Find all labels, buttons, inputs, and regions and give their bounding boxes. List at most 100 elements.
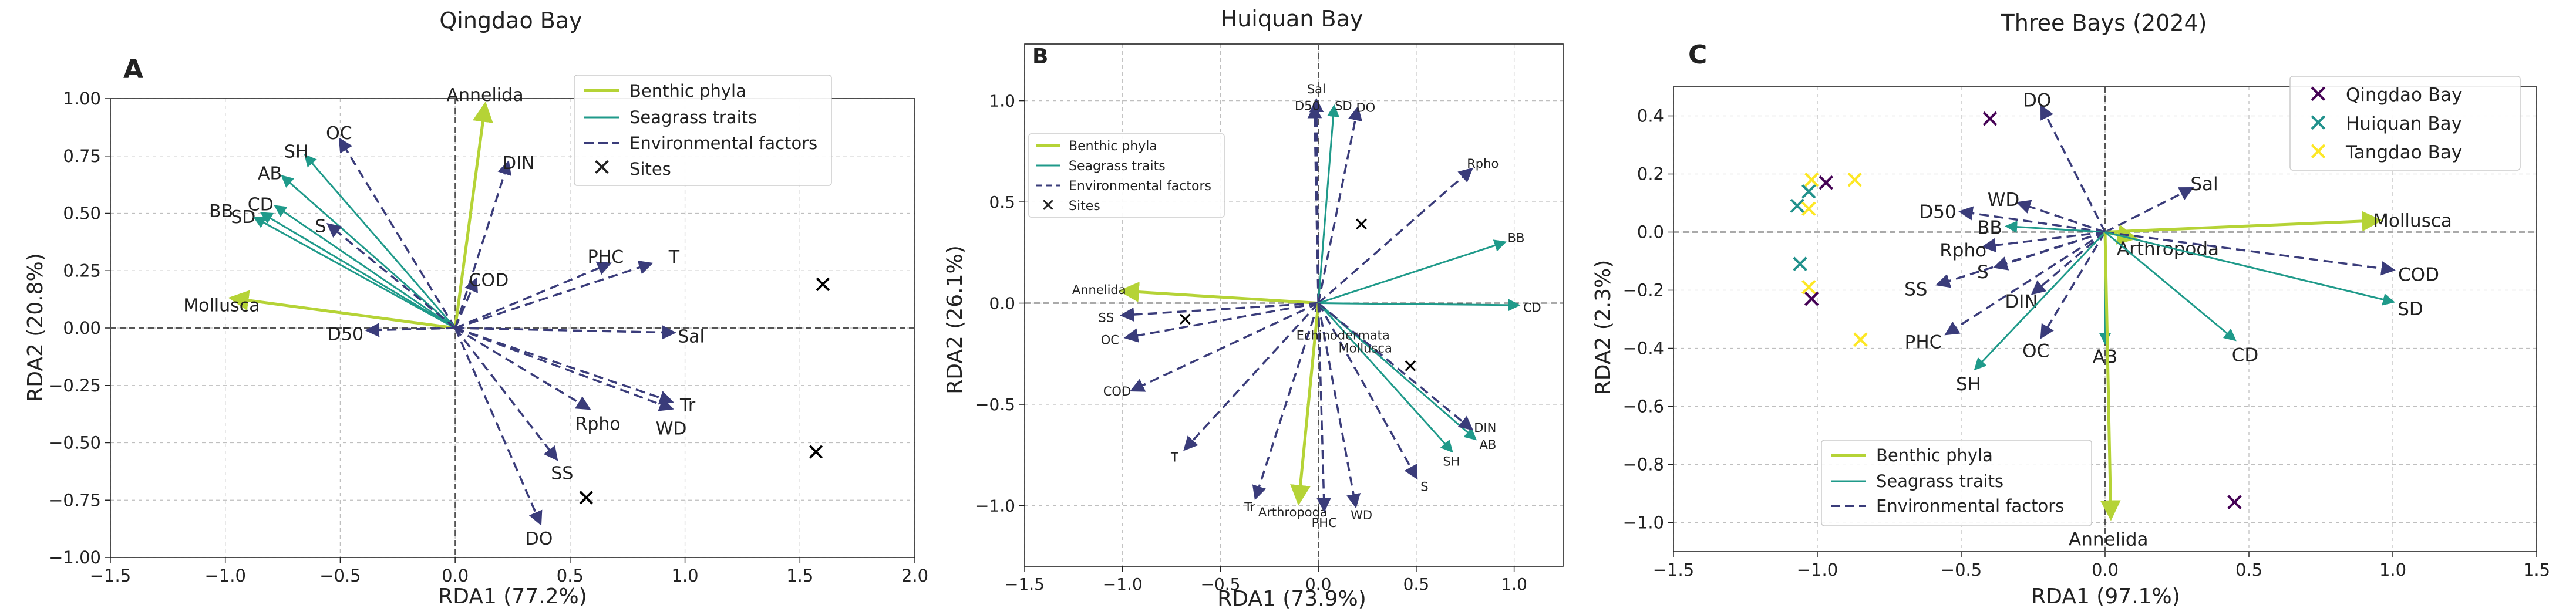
arrow-annelida: [2100, 232, 2121, 521]
arrow-label-ss: SS: [1098, 311, 1114, 325]
arrow-label-phc: PHC: [1312, 516, 1337, 530]
arrow-label-d50: D50: [1919, 202, 1956, 223]
panel-letter: A: [123, 55, 143, 85]
legend: Benthic phyla Seagrass traits Environmen…: [1028, 133, 1225, 218]
y-tick-label: 0.0: [1637, 222, 1664, 242]
arrow-label-phc: PHC: [588, 247, 624, 268]
y-tick-label: 0.25: [63, 261, 101, 281]
y-tick-label: 1.0: [989, 91, 1015, 110]
arrow-label-tr: Tr: [679, 396, 696, 416]
arrow-phc: [1944, 231, 2106, 336]
legend-benthic-label: Benthic phyla: [1876, 445, 1993, 465]
legend-site-label: Sites: [1069, 199, 1100, 214]
y-tick-label: 0.00: [63, 318, 101, 338]
arrow-din: [2031, 231, 2106, 295]
legend-benthic-label: Benthic phyla: [1069, 139, 1157, 154]
arrow-label-sh: SH: [1956, 374, 1981, 395]
panel-huiquan-bay: Huiquan Bay B RDA1 (73.9%) RDA2 (26.1%) …: [943, 6, 1564, 611]
arrow-s: [326, 222, 456, 329]
x-tick-label: −1.0: [1103, 575, 1143, 594]
arrow-label-ss: SS: [551, 463, 573, 484]
x-tick-label: −0.5: [1941, 560, 1982, 580]
arrow-sh: [1318, 302, 1453, 453]
arrow-label-arthropoda: Arthropoda: [1258, 505, 1328, 519]
x-tick-label: 1.0: [1501, 575, 1527, 594]
arrow-label-sd: SD: [1335, 99, 1352, 113]
arrow-din: [1318, 302, 1474, 431]
x-tick-label: 0.5: [2235, 560, 2262, 580]
x-tick-label: 0.0: [1305, 575, 1332, 594]
legend-env-label: Environmental factors: [1069, 179, 1211, 194]
panel-three-bays: Three Bays (2024) C RDA1 (97.1%) RDA2 (2…: [1591, 10, 2550, 609]
arrow-label-oc: OC: [326, 123, 352, 144]
panel-qingdao-bay: Qingdao Bay A RDA1 (77.2%) RDA2 (20.8%) …: [23, 8, 928, 609]
arrow-label-d50: D50: [328, 324, 363, 344]
arrow-mollusca: [2104, 211, 2383, 234]
arrow-label-wd: WD: [1988, 190, 2020, 211]
site-point: ✕: [1799, 273, 1819, 302]
panel-letter: B: [1032, 45, 1048, 69]
arrow-label-s: S: [1420, 480, 1428, 494]
y-tick-label: −0.50: [49, 433, 101, 453]
arrow-tr: [454, 327, 674, 405]
x-tick-label: −1.5: [1653, 560, 1694, 580]
arrow-label-mollusca: Mollusca: [183, 296, 260, 316]
site-legend-qingdao-marker: ✕: [2308, 80, 2328, 109]
site-point: ✕: [1844, 166, 1865, 195]
y-tick-label: −0.75: [49, 490, 101, 510]
arrow-mollusca: [228, 290, 456, 330]
arrow-sh: [304, 154, 456, 329]
arrow-rpho: [1318, 167, 1473, 304]
arrow-label-sh: SH: [284, 141, 309, 162]
arrow-label-mollusca: Mollusca: [2373, 211, 2452, 232]
arrow-sal: [455, 325, 676, 340]
arrow-ss: [454, 327, 558, 461]
arrow-label-wd: WD: [656, 418, 687, 439]
arrow-annelida: [1118, 282, 1319, 305]
site-point: ✕: [1799, 195, 1819, 224]
arrow-label-sal: Sal: [678, 326, 705, 347]
y-tick-label: 0.0: [989, 293, 1015, 313]
arrow-sh: [1974, 231, 2106, 371]
legend-site-marker: ✕: [1040, 195, 1055, 216]
arrow-cod: [2104, 231, 2396, 276]
x-tick-label: −1.0: [1797, 560, 1838, 580]
centre-label-echinodermata: Echinodermata: [1297, 329, 1390, 343]
x-axis-label: RDA1 (77.2%): [438, 584, 587, 609]
x-tick-label: 1.5: [786, 566, 813, 586]
legend-env-label: Environmental factors: [629, 133, 817, 153]
arrow-sal: [2104, 187, 2194, 234]
panel-title: Huiquan Bay: [1221, 6, 1363, 32]
x-tick-label: 0.5: [1403, 575, 1430, 594]
arrow-label-cod: COD: [469, 270, 509, 290]
arrow-label-rpho: Rpho: [1467, 157, 1499, 171]
arrow-label-cd: CD: [248, 194, 274, 215]
y-axis-label: RDA2 (2.3%): [1591, 260, 1615, 396]
arrow-do: [454, 327, 543, 526]
site-point: ✕: [576, 485, 596, 512]
arrow-wd: [1317, 303, 1361, 509]
x-axis-label: RDA1 (97.1%): [2031, 584, 2180, 609]
arrow-wd: [2016, 200, 2106, 234]
arrow-label-sd: SD: [2397, 299, 2423, 320]
site-point: ✕: [813, 272, 833, 299]
legend-env-label: Environmental factors: [1876, 496, 2064, 516]
arrow-cd: [2104, 231, 2237, 342]
arrow-label-tr: Tr: [1244, 500, 1255, 514]
legend-benthic-label: Benthic phyla: [629, 81, 746, 101]
site-legend-tangdao-label: Tangdao Bay: [2345, 142, 2462, 163]
x-tick-label: −0.5: [1200, 575, 1240, 594]
arrow-cd: [1318, 299, 1521, 312]
legend-seagrass-label: Seagrass traits: [1069, 159, 1166, 174]
arrow-label-s: S: [1977, 262, 1989, 283]
arrow-cod: [1129, 302, 1319, 392]
site-legend-tangdao-marker: ✕: [2308, 137, 2328, 166]
arrow-label-din: DIN: [503, 153, 534, 174]
arrow-label-ab: AB: [258, 163, 282, 184]
arrow-rpho: [454, 327, 591, 410]
arrow-tr: [1252, 303, 1319, 501]
site-point: ✕: [1790, 250, 1810, 279]
arrow-label-bb: BB: [1508, 231, 1525, 245]
arrow-sd: [2104, 231, 2396, 306]
arrow-label-cod: COD: [2398, 265, 2439, 286]
